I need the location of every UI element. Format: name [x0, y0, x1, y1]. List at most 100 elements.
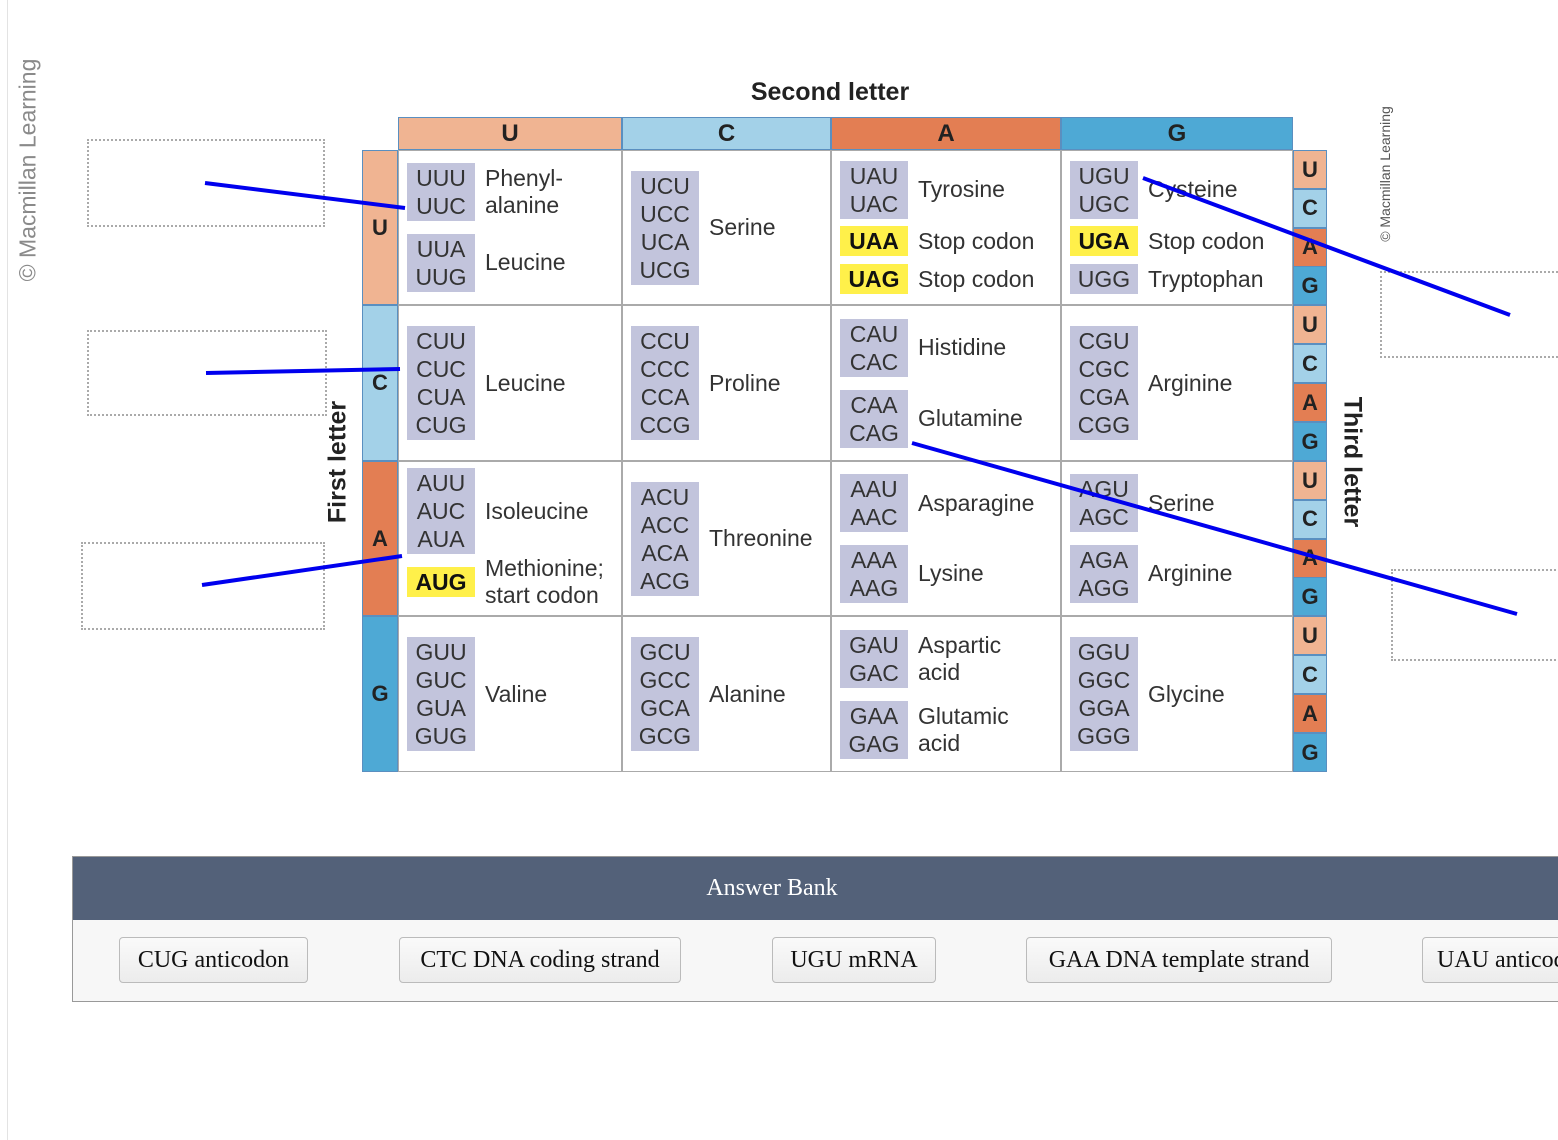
codon: UUU [416, 165, 466, 192]
codon-box: UAA [840, 226, 908, 257]
drop-target-2[interactable] [87, 330, 327, 416]
codon: AGC [1079, 504, 1129, 531]
amino-acid-label: Stop codon [918, 228, 1034, 255]
codon-group: UAU UAC Tyrosine [840, 160, 1052, 219]
codon-cell: UGU UGC Cysteine UGA Stop codon UGG Tryptophan [1061, 150, 1293, 305]
third-letter-C: C [1293, 188, 1327, 228]
codon-box: AAU AAC [840, 474, 908, 533]
codon: CUA [416, 384, 466, 410]
third-letter-G: G [1293, 733, 1327, 772]
third-letter-A: A [1293, 383, 1327, 422]
codon: UAA [849, 228, 899, 255]
codon: CUU [416, 328, 466, 354]
third-letter-G: G [1293, 266, 1327, 306]
label-line: Tryptophan [1148, 265, 1264, 292]
codon: UGC [1078, 190, 1130, 217]
codon: AAC [850, 504, 898, 531]
codon: CCG [639, 412, 691, 438]
answer-chip[interactable]: UGU mRNA [772, 937, 936, 983]
row-header-C: C [362, 305, 398, 461]
codon: AGA [1079, 546, 1129, 573]
label-line: Glycine [1148, 680, 1225, 707]
label-line: Leucine [485, 369, 566, 396]
label-line: Alanine [709, 680, 786, 707]
drop-target-4[interactable] [1380, 271, 1558, 358]
amino-acid-label: Lysine [918, 560, 984, 587]
codon: GGA [1078, 695, 1130, 721]
connector-line [1142, 176, 1511, 317]
answer-chip[interactable]: CUG anticodon [119, 937, 308, 983]
amino-acid-label: Stop codon [1148, 228, 1264, 255]
codon: GGU [1077, 639, 1131, 665]
connector-line [204, 181, 406, 210]
drop-target-5[interactable] [1391, 569, 1558, 661]
drop-target-1[interactable] [87, 139, 325, 227]
codon-group: UGG Tryptophan [1070, 264, 1284, 295]
label-line: Methionine; [485, 554, 604, 581]
codon-box: GUU GUC GUA GUG [407, 637, 475, 751]
codon-box: AGA AGG [1070, 544, 1138, 603]
codon: UUC [416, 193, 466, 220]
label-line: acid [918, 729, 961, 756]
codon-cell: UAU UAC Tyrosine UAA Stop codon UAG Stop codon [831, 150, 1061, 305]
codon-box: CAU CAC [840, 318, 908, 377]
label-line: start codon [485, 581, 599, 608]
label-line: Arginine [1148, 560, 1233, 587]
label-line: Glutamic [918, 702, 1009, 729]
answer-chip[interactable]: CTC DNA coding strand [399, 937, 681, 983]
codon-box: AAA AAG [840, 544, 908, 603]
codon-box: AUU AUC AUA [407, 468, 475, 555]
codon-group: AAU AAC Asparagine [840, 474, 1052, 533]
label-line: Phenyl- [485, 165, 563, 192]
amino-acid-label: Asparagine [918, 490, 1034, 517]
amino-acid-label: Aspartic acid [918, 632, 1001, 686]
codon: AUG [415, 568, 467, 595]
codon-group: CUU CUC CUA CUG Leucine [407, 326, 613, 440]
codon-box: CCU CCC CCA CCG [631, 326, 699, 440]
third-letter-A: A [1293, 694, 1327, 733]
label-line: Tyrosine [918, 176, 1005, 203]
codon: CGU [1078, 328, 1130, 354]
amino-acid-label: Tryptophan [1148, 266, 1264, 293]
label-line: Histidine [918, 334, 1007, 360]
third-letter-G: G [1293, 577, 1327, 617]
codon: UUA [416, 235, 466, 262]
amino-acid-label: Proline [709, 370, 781, 397]
codon: CGC [1078, 356, 1130, 382]
codon-group: AAA AAG Lysine [840, 544, 1052, 603]
codon: UAU [849, 162, 899, 189]
amino-acid-label: Isoleucine [485, 498, 589, 525]
third-letter-U: U [1293, 616, 1327, 655]
codon: GAU [849, 631, 899, 658]
amino-acid-label: Arginine [1148, 560, 1232, 587]
codon: CGG [1077, 412, 1131, 438]
codon: GUU [415, 639, 467, 665]
codon-box: CUU CUC CUA CUG [407, 326, 475, 440]
codon-cell: ACU ACC ACA ACG Threonine [622, 461, 831, 616]
answer-chip[interactable]: GAA DNA template strand [1026, 937, 1332, 983]
codon-cell: UUU UUC Phenyl-alanine UUA UUG Leucine [398, 150, 622, 305]
amino-acid-label: Leucine [485, 370, 566, 397]
codon: CAA [850, 391, 898, 418]
codon-group: AGA AGG Arginine [1070, 544, 1284, 603]
page-border [7, 0, 8, 1140]
codon: CAG [849, 419, 899, 446]
codon-box: CAA CAG [840, 389, 908, 448]
amino-acid-label: Glutamine [918, 405, 1023, 432]
codon: UGG [1077, 266, 1131, 293]
codon-box: UUU UUC [407, 163, 475, 222]
codon: ACC [640, 511, 690, 538]
answer-chip[interactable]: UAU anticodon [1422, 937, 1558, 983]
label-line: Glutamine [918, 405, 1023, 431]
label-line: Proline [709, 369, 781, 396]
codon-group: AUU AUC AUA Isoleucine [407, 468, 613, 555]
codon-group: UCU UCC UCA UCG Serine [631, 170, 822, 285]
label-line: Stop codon [1148, 227, 1265, 254]
codon: UUG [415, 263, 467, 290]
label-line: Leucine [485, 249, 566, 276]
codon-box: AUG [407, 566, 475, 597]
codon-group: GUU GUC GUA GUG Valine [407, 637, 613, 751]
drop-target-3[interactable] [81, 542, 325, 630]
codon: UAG [848, 266, 900, 293]
amino-acid-label: Methionine; start codon [485, 555, 604, 609]
